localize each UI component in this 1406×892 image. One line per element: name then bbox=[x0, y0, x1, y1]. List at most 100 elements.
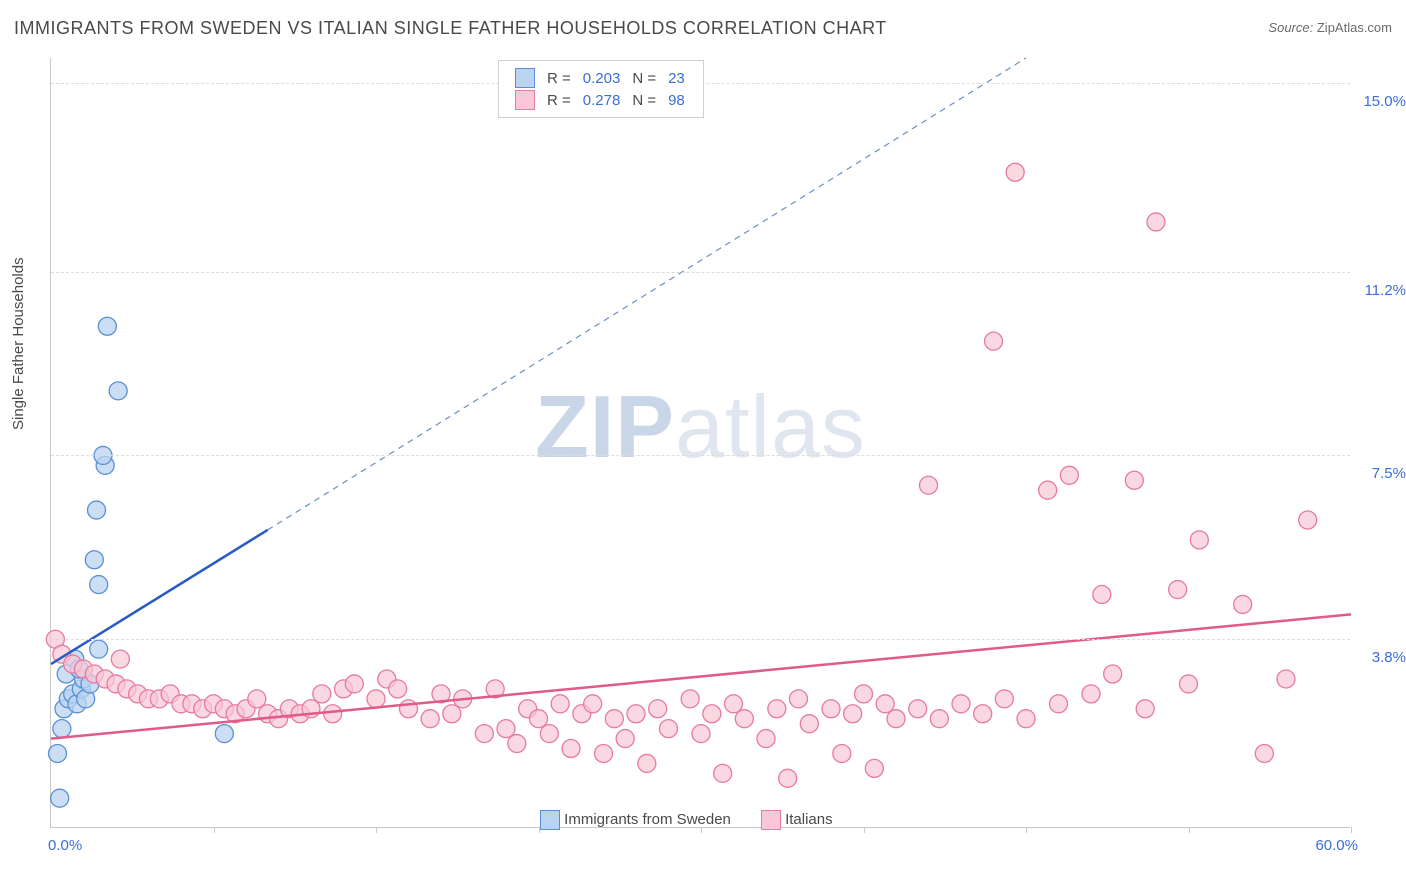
data-point-italians bbox=[822, 700, 840, 718]
data-point-italians bbox=[1006, 163, 1024, 181]
legend-swatch bbox=[761, 810, 781, 830]
y-axis-tick-label: 7.5% bbox=[1372, 465, 1406, 482]
legend-row: R =0.203N =23 bbox=[509, 67, 691, 89]
legend-r-label: R = bbox=[541, 89, 577, 111]
legend-n-value: 23 bbox=[662, 67, 691, 89]
trend-line bbox=[51, 614, 1351, 738]
data-point-italians bbox=[627, 705, 645, 723]
data-point-italians bbox=[952, 695, 970, 713]
x-axis-tick bbox=[376, 827, 377, 833]
data-point-italians bbox=[1060, 466, 1078, 484]
data-point-sweden bbox=[88, 501, 106, 519]
data-point-italians bbox=[540, 725, 558, 743]
data-point-italians bbox=[595, 744, 613, 762]
data-point-italians bbox=[1147, 213, 1165, 231]
chart-title: IMMIGRANTS FROM SWEDEN VS ITALIAN SINGLE… bbox=[14, 18, 887, 38]
data-point-sweden bbox=[49, 744, 67, 762]
x-axis-max-label: 60.0% bbox=[1315, 837, 1358, 854]
data-point-italians bbox=[616, 730, 634, 748]
grid-line-h bbox=[51, 272, 1350, 273]
data-point-italians bbox=[930, 710, 948, 728]
data-point-italians bbox=[909, 700, 927, 718]
data-point-italians bbox=[1039, 481, 1057, 499]
data-point-italians bbox=[995, 690, 1013, 708]
legend-n-value: 98 bbox=[662, 89, 691, 111]
data-point-italians bbox=[530, 710, 548, 728]
legend-item: Immigrants from Sweden bbox=[540, 810, 731, 830]
data-point-sweden bbox=[53, 720, 71, 738]
data-point-italians bbox=[1082, 685, 1100, 703]
grid-line-h bbox=[51, 455, 1350, 456]
trend-line bbox=[51, 530, 268, 664]
data-point-italians bbox=[1299, 511, 1317, 529]
data-point-italians bbox=[725, 695, 743, 713]
x-axis-tick bbox=[214, 827, 215, 833]
data-point-italians bbox=[714, 764, 732, 782]
y-axis-tick-label: 15.0% bbox=[1363, 93, 1406, 110]
data-point-italians bbox=[324, 705, 342, 723]
data-point-italians bbox=[865, 759, 883, 777]
data-point-italians bbox=[768, 700, 786, 718]
data-point-italians bbox=[1017, 710, 1035, 728]
data-point-sweden bbox=[215, 725, 233, 743]
data-point-italians bbox=[443, 705, 461, 723]
correlation-legend: R =0.203N =23R =0.278N =98 bbox=[498, 60, 704, 118]
data-point-italians bbox=[855, 685, 873, 703]
data-point-italians bbox=[844, 705, 862, 723]
data-point-italians bbox=[1093, 586, 1111, 604]
grid-line-h bbox=[51, 639, 1350, 640]
x-axis-tick bbox=[1351, 827, 1352, 833]
legend-item: Italians bbox=[761, 810, 833, 830]
data-point-italians bbox=[1104, 665, 1122, 683]
data-point-italians bbox=[584, 695, 602, 713]
trend-line bbox=[268, 58, 1026, 530]
data-point-italians bbox=[1255, 744, 1273, 762]
data-point-italians bbox=[757, 730, 775, 748]
legend-swatch bbox=[540, 810, 560, 830]
legend-r-label: R = bbox=[541, 67, 577, 89]
data-point-italians bbox=[389, 680, 407, 698]
data-point-italians bbox=[475, 725, 493, 743]
data-point-italians bbox=[111, 650, 129, 668]
data-point-italians bbox=[1190, 531, 1208, 549]
data-point-italians bbox=[681, 690, 699, 708]
chart-header: IMMIGRANTS FROM SWEDEN VS ITALIAN SINGLE… bbox=[14, 18, 1392, 48]
x-axis-tick bbox=[864, 827, 865, 833]
data-point-italians bbox=[313, 685, 331, 703]
legend-row: R =0.278N =98 bbox=[509, 89, 691, 111]
data-point-sweden bbox=[109, 382, 127, 400]
data-point-italians bbox=[400, 700, 418, 718]
source-label: Source: bbox=[1268, 20, 1313, 35]
legend-item-label: Italians bbox=[785, 811, 833, 828]
data-point-sweden bbox=[85, 551, 103, 569]
data-point-italians bbox=[920, 476, 938, 494]
source-value: ZipAtlas.com bbox=[1317, 20, 1392, 35]
data-point-italians bbox=[887, 710, 905, 728]
scatter-svg bbox=[51, 58, 1351, 828]
x-axis-tick bbox=[1189, 827, 1190, 833]
legend-swatch bbox=[515, 90, 535, 110]
y-axis-tick-label: 11.2% bbox=[1365, 282, 1406, 299]
legend-swatch bbox=[515, 68, 535, 88]
legend-n-label: N = bbox=[626, 67, 662, 89]
plot-region: ZIPatlas bbox=[50, 58, 1350, 828]
data-point-italians bbox=[1136, 700, 1154, 718]
legend-r-value: 0.203 bbox=[577, 67, 627, 89]
data-point-italians bbox=[735, 710, 753, 728]
data-point-sweden bbox=[90, 576, 108, 594]
data-point-italians bbox=[551, 695, 569, 713]
data-point-italians bbox=[1180, 675, 1198, 693]
chart-source: Source: ZipAtlas.com bbox=[1268, 20, 1392, 35]
data-point-italians bbox=[876, 695, 894, 713]
data-point-sweden bbox=[90, 640, 108, 658]
y-axis-title: Single Father Households bbox=[10, 257, 27, 430]
legend-n-label: N = bbox=[626, 89, 662, 111]
data-point-italians bbox=[985, 332, 1003, 350]
data-point-italians bbox=[800, 715, 818, 733]
data-point-italians bbox=[660, 720, 678, 738]
data-point-italians bbox=[649, 700, 667, 718]
chart-area: ZIPatlas R =0.203N =23R =0.278N =98 Immi… bbox=[50, 58, 1350, 828]
x-axis-min-label: 0.0% bbox=[48, 837, 82, 854]
x-axis-tick bbox=[1026, 827, 1027, 833]
data-point-italians bbox=[497, 720, 515, 738]
